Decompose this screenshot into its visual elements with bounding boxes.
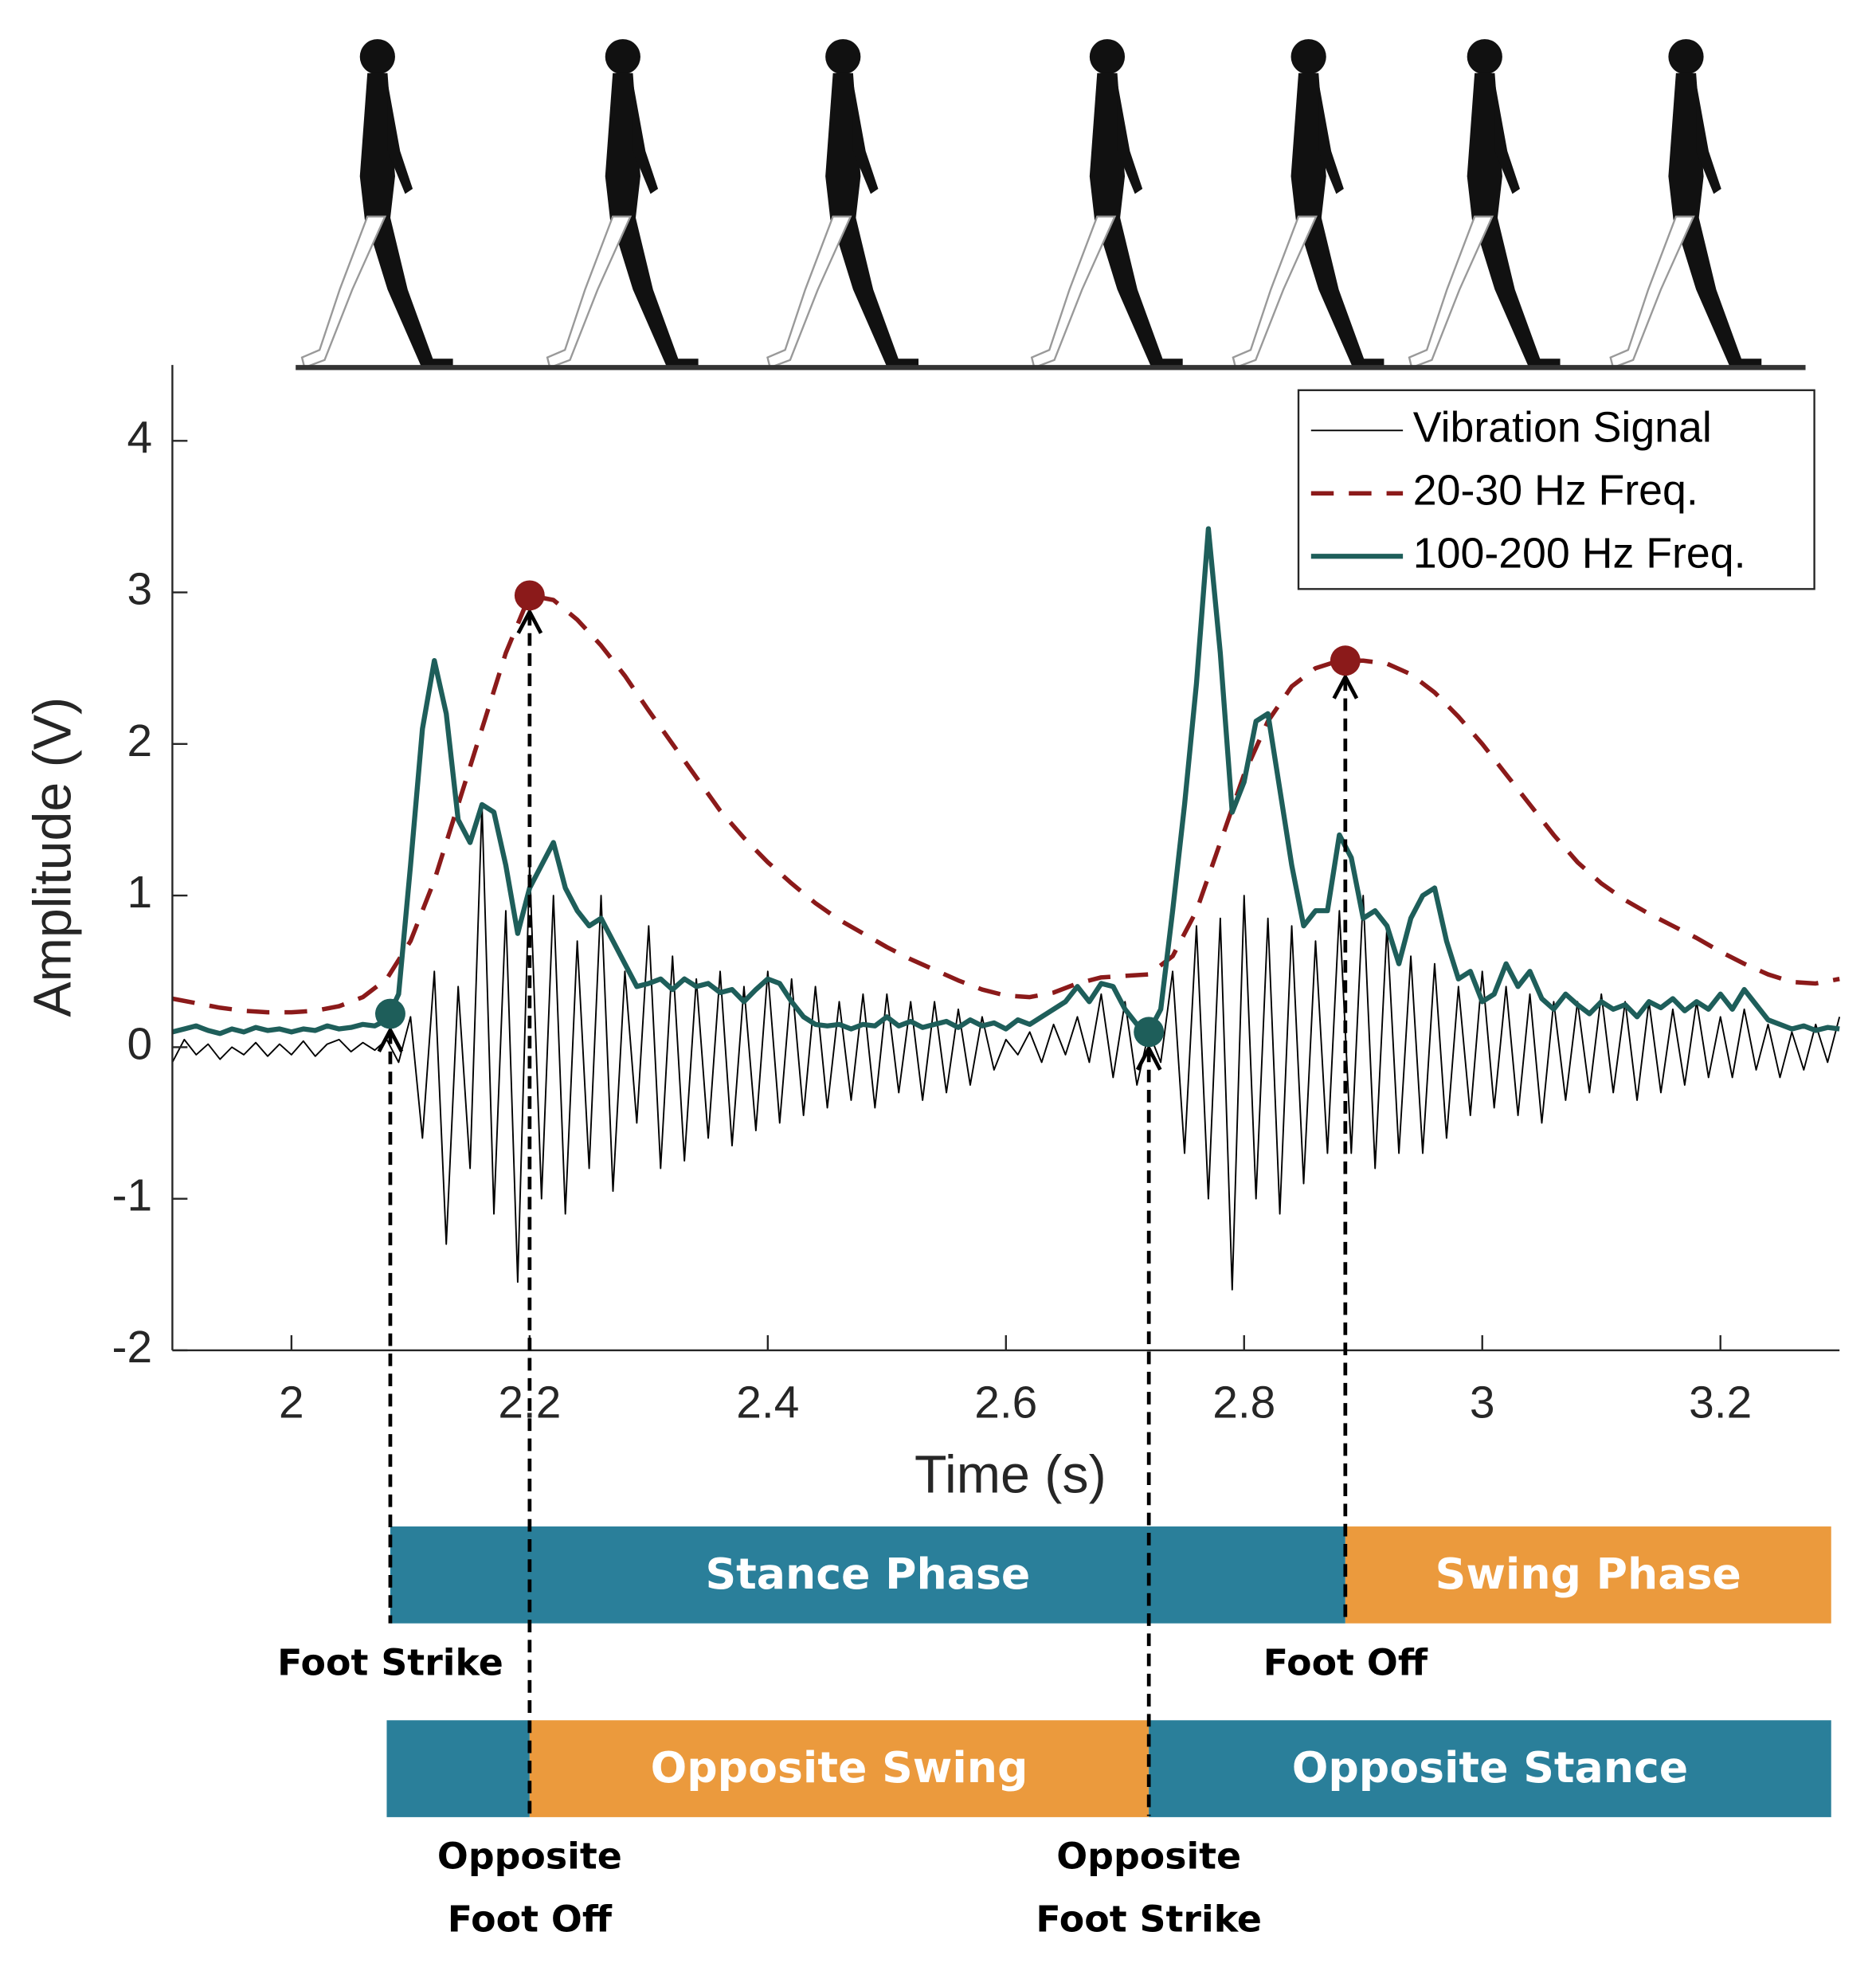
x-tick-label: 3.2 [1689,1377,1752,1428]
y-tick-label: 4 [127,413,152,463]
x-axis-title: Time (s) [915,1446,1106,1505]
x-tick-label: 2 [279,1377,304,1428]
event-marker [1134,1017,1165,1048]
event-label: Opposite [1056,1835,1241,1878]
phase-label: Swing Phase [1435,1549,1741,1599]
event-label: Foot Strike [277,1640,503,1683]
y-tick-label: -1 [112,1171,153,1221]
y-axis-title: Amplitude (V) [24,697,83,1017]
y-tick-label: 0 [127,1019,152,1069]
event-arrow [1135,1044,1162,1071]
event-marker [1330,645,1361,676]
phase-bar [1149,1720,1831,1817]
event-label: Foot Off [1263,1640,1428,1683]
series-line [171,593,1840,1015]
event-arrow [516,607,543,634]
phase-bar [1345,1526,1831,1624]
phase-label: Opposite Swing [651,1742,1028,1793]
legend-label: Vibration Signal [1413,404,1712,452]
x-tick-label: 3 [1470,1377,1495,1428]
event-arrow [377,1025,404,1053]
event-label: Foot Off [448,1897,613,1940]
phase-label: Opposite Stance [1292,1742,1689,1793]
phase-bar [390,1526,1345,1624]
event-arrow [1332,672,1359,699]
event-marker [514,580,545,611]
y-tick-label: 1 [127,868,152,918]
x-tick-label: 2.6 [974,1377,1037,1428]
x-tick-label: 2.4 [736,1377,799,1428]
series-line [171,804,1841,1291]
legend-label: 20-30 Hz Freq. [1413,466,1698,514]
y-tick-label: 3 [127,565,152,615]
event-marker [374,998,405,1029]
series-line [171,526,1840,1036]
phase-bar [529,1720,1149,1817]
event-label: Foot Strike [1036,1897,1262,1940]
phase-label: Stance Phase [705,1549,1030,1599]
y-tick-label: -2 [112,1322,153,1373]
plot-area [171,526,1841,1291]
legend-label: 100-200 Hz Freq. [1413,529,1746,577]
phase-bar [386,1720,530,1817]
event-label: Opposite [437,1835,622,1878]
y-tick-label: 2 [127,716,152,766]
x-tick-label: 2.8 [1212,1377,1275,1428]
gait-silhouettes [296,37,1806,371]
